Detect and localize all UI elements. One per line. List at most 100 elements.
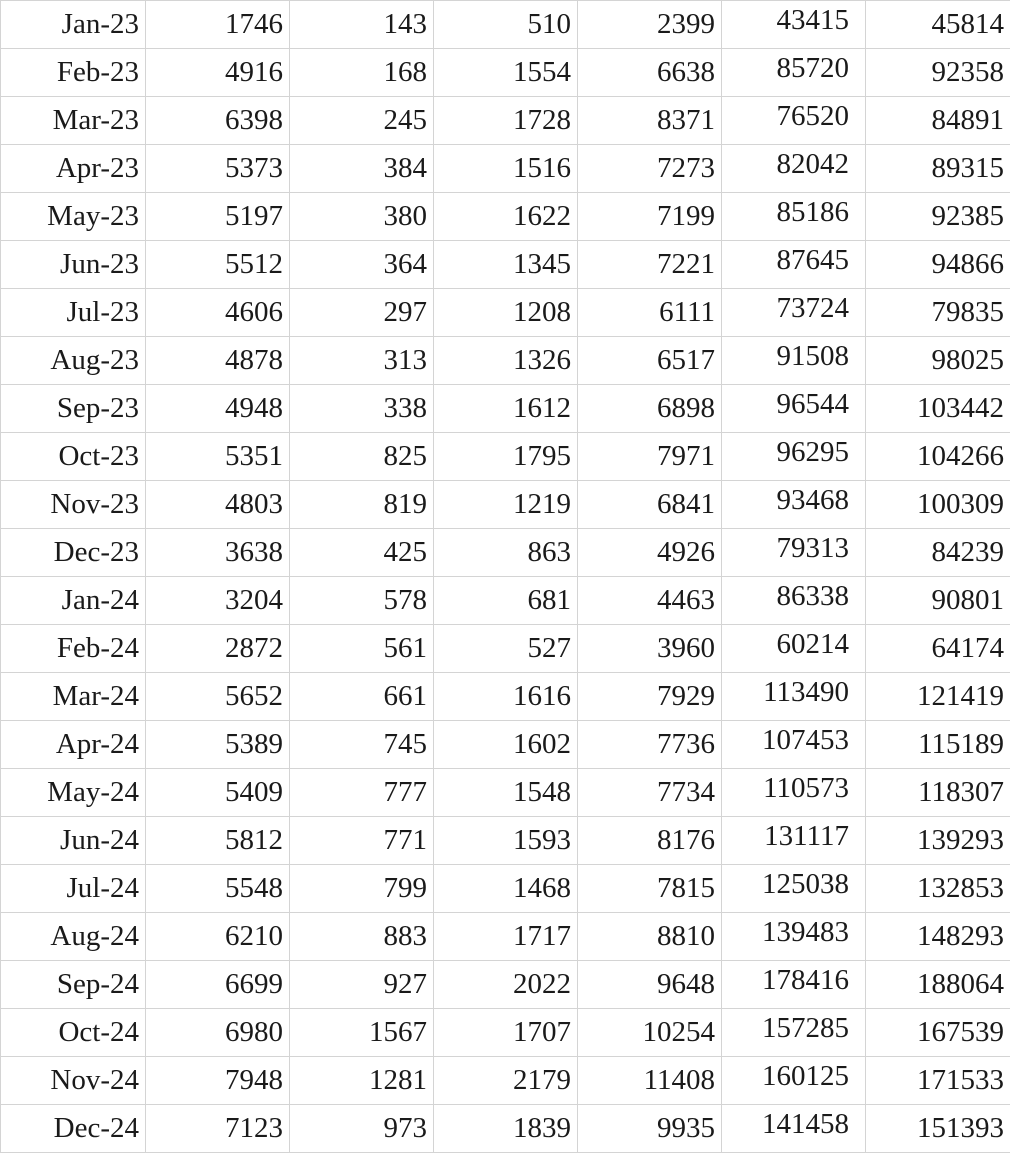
col-f-cell[interactable]: 43415: [721, 0, 866, 49]
col-b-cell[interactable]: 4803: [145, 480, 290, 529]
col-c-cell[interactable]: 777: [289, 768, 434, 817]
col-e-cell[interactable]: 8810: [577, 912, 722, 961]
col-f-cell[interactable]: 91508: [721, 336, 866, 385]
month-cell[interactable]: Apr-24: [0, 720, 146, 769]
col-f-cell[interactable]: 131117: [721, 816, 866, 865]
col-d-cell[interactable]: 1717: [433, 912, 578, 961]
col-f-cell[interactable]: 96295: [721, 432, 866, 481]
month-cell[interactable]: Jul-23: [0, 288, 146, 337]
col-d-cell[interactable]: 1622: [433, 192, 578, 241]
col-b-cell[interactable]: 5652: [145, 672, 290, 721]
col-g-cell[interactable]: 139293: [865, 816, 1010, 865]
col-f-cell[interactable]: 86338: [721, 576, 866, 625]
col-c-cell[interactable]: 297: [289, 288, 434, 337]
col-e-cell[interactable]: 6517: [577, 336, 722, 385]
col-f-cell[interactable]: 79313: [721, 528, 866, 577]
col-g-cell[interactable]: 84239: [865, 528, 1010, 577]
col-b-cell[interactable]: 5812: [145, 816, 290, 865]
col-f-cell[interactable]: 160125: [721, 1056, 866, 1105]
col-d-cell[interactable]: 527: [433, 624, 578, 673]
col-f-cell[interactable]: 157285: [721, 1008, 866, 1057]
col-g-cell[interactable]: 188064: [865, 960, 1010, 1009]
col-c-cell[interactable]: 168: [289, 48, 434, 97]
col-b-cell[interactable]: 2872: [145, 624, 290, 673]
col-d-cell[interactable]: 1326: [433, 336, 578, 385]
col-f-cell[interactable]: 178416: [721, 960, 866, 1009]
col-f-cell[interactable]: 107453: [721, 720, 866, 769]
month-cell[interactable]: May-23: [0, 192, 146, 241]
col-b-cell[interactable]: 4606: [145, 288, 290, 337]
col-e-cell[interactable]: 7971: [577, 432, 722, 481]
col-e-cell[interactable]: 4463: [577, 576, 722, 625]
col-c-cell[interactable]: 1281: [289, 1056, 434, 1105]
month-cell[interactable]: Jul-24: [0, 864, 146, 913]
col-b-cell[interactable]: 3638: [145, 528, 290, 577]
col-g-cell[interactable]: 151393: [865, 1104, 1010, 1153]
col-b-cell[interactable]: 6980: [145, 1008, 290, 1057]
col-b-cell[interactable]: 5548: [145, 864, 290, 913]
col-c-cell[interactable]: 1567: [289, 1008, 434, 1057]
col-b-cell[interactable]: 3204: [145, 576, 290, 625]
month-cell[interactable]: Oct-23: [0, 432, 146, 481]
col-d-cell[interactable]: 2179: [433, 1056, 578, 1105]
col-b-cell[interactable]: 4916: [145, 48, 290, 97]
col-b-cell[interactable]: 6699: [145, 960, 290, 1009]
col-c-cell[interactable]: 143: [289, 0, 434, 49]
col-c-cell[interactable]: 799: [289, 864, 434, 913]
col-c-cell[interactable]: 561: [289, 624, 434, 673]
col-f-cell[interactable]: 82042: [721, 144, 866, 193]
month-cell[interactable]: Nov-24: [0, 1056, 146, 1105]
col-d-cell[interactable]: 1593: [433, 816, 578, 865]
col-d-cell[interactable]: 1707: [433, 1008, 578, 1057]
month-cell[interactable]: May-24: [0, 768, 146, 817]
month-cell[interactable]: Jun-24: [0, 816, 146, 865]
col-g-cell[interactable]: 89315: [865, 144, 1010, 193]
col-g-cell[interactable]: 171533: [865, 1056, 1010, 1105]
col-d-cell[interactable]: 1345: [433, 240, 578, 289]
month-cell[interactable]: Jun-23: [0, 240, 146, 289]
col-d-cell[interactable]: 1219: [433, 480, 578, 529]
col-g-cell[interactable]: 94866: [865, 240, 1010, 289]
col-e-cell[interactable]: 8176: [577, 816, 722, 865]
col-b-cell[interactable]: 5512: [145, 240, 290, 289]
col-c-cell[interactable]: 364: [289, 240, 434, 289]
col-d-cell[interactable]: 1616: [433, 672, 578, 721]
col-f-cell[interactable]: 139483: [721, 912, 866, 961]
col-b-cell[interactable]: 5389: [145, 720, 290, 769]
col-b-cell[interactable]: 4948: [145, 384, 290, 433]
col-e-cell[interactable]: 4926: [577, 528, 722, 577]
month-cell[interactable]: Nov-23: [0, 480, 146, 529]
col-b-cell[interactable]: 5351: [145, 432, 290, 481]
month-cell[interactable]: Dec-24: [0, 1104, 146, 1153]
col-c-cell[interactable]: 384: [289, 144, 434, 193]
col-g-cell[interactable]: 98025: [865, 336, 1010, 385]
col-d-cell[interactable]: 1468: [433, 864, 578, 913]
month-cell[interactable]: Feb-23: [0, 48, 146, 97]
col-g-cell[interactable]: 92358: [865, 48, 1010, 97]
col-b-cell[interactable]: 1746: [145, 0, 290, 49]
col-d-cell[interactable]: 1208: [433, 288, 578, 337]
month-cell[interactable]: Jan-24: [0, 576, 146, 625]
col-c-cell[interactable]: 338: [289, 384, 434, 433]
col-f-cell[interactable]: 76520: [721, 96, 866, 145]
month-cell[interactable]: Dec-23: [0, 528, 146, 577]
col-e-cell[interactable]: 9935: [577, 1104, 722, 1153]
col-f-cell[interactable]: 110573: [721, 768, 866, 817]
col-c-cell[interactable]: 825: [289, 432, 434, 481]
col-g-cell[interactable]: 45814: [865, 0, 1010, 49]
col-f-cell[interactable]: 113490: [721, 672, 866, 721]
month-cell[interactable]: Oct-24: [0, 1008, 146, 1057]
col-e-cell[interactable]: 11408: [577, 1056, 722, 1105]
col-f-cell[interactable]: 141458: [721, 1104, 866, 1153]
col-c-cell[interactable]: 883: [289, 912, 434, 961]
col-b-cell[interactable]: 4878: [145, 336, 290, 385]
col-c-cell[interactable]: 973: [289, 1104, 434, 1153]
col-g-cell[interactable]: 121419: [865, 672, 1010, 721]
col-d-cell[interactable]: 1516: [433, 144, 578, 193]
col-f-cell[interactable]: 85186: [721, 192, 866, 241]
month-cell[interactable]: Aug-24: [0, 912, 146, 961]
col-d-cell[interactable]: 863: [433, 528, 578, 577]
col-b-cell[interactable]: 5197: [145, 192, 290, 241]
col-g-cell[interactable]: 104266: [865, 432, 1010, 481]
month-cell[interactable]: Mar-24: [0, 672, 146, 721]
